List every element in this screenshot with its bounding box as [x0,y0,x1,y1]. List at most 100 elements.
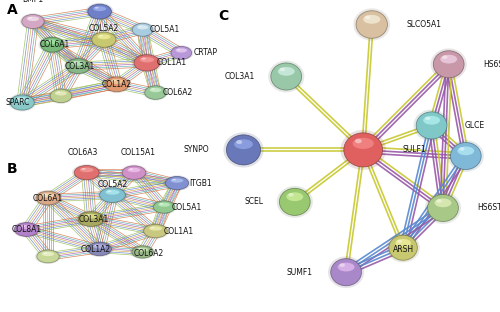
Ellipse shape [137,25,148,29]
Ellipse shape [112,80,116,81]
Ellipse shape [129,168,133,170]
Ellipse shape [458,146,474,155]
Ellipse shape [84,214,98,219]
Text: SCEL: SCEL [244,197,263,206]
Ellipse shape [386,233,420,262]
Text: COL3A1: COL3A1 [65,62,96,71]
Text: SPARC: SPARC [6,98,30,107]
Ellipse shape [99,35,103,37]
Ellipse shape [20,225,33,229]
Ellipse shape [226,135,260,165]
Ellipse shape [50,89,72,103]
Ellipse shape [278,67,294,76]
Ellipse shape [66,59,90,74]
Ellipse shape [27,17,39,21]
Ellipse shape [76,210,106,228]
Ellipse shape [355,139,362,143]
Ellipse shape [354,8,390,41]
Text: COL5A2: COL5A2 [89,24,119,33]
Ellipse shape [150,88,162,92]
Ellipse shape [107,190,112,192]
Ellipse shape [423,116,440,125]
Ellipse shape [142,223,170,239]
Ellipse shape [428,194,458,222]
Ellipse shape [436,199,442,203]
Ellipse shape [92,32,116,47]
Ellipse shape [40,37,64,52]
Ellipse shape [132,23,153,36]
Ellipse shape [38,36,66,53]
Ellipse shape [22,14,44,28]
Ellipse shape [134,55,160,71]
Ellipse shape [448,140,484,172]
Ellipse shape [8,94,36,111]
Ellipse shape [36,191,60,205]
Ellipse shape [122,166,146,179]
Ellipse shape [280,68,285,71]
Ellipse shape [143,85,168,100]
Text: COL5A1: COL5A1 [150,25,180,34]
Ellipse shape [154,201,175,213]
Text: COL15A1: COL15A1 [121,148,156,157]
Ellipse shape [88,4,112,19]
Ellipse shape [149,226,162,231]
Ellipse shape [430,48,467,80]
Text: A: A [7,3,18,17]
Ellipse shape [152,200,176,214]
Ellipse shape [236,140,242,144]
Ellipse shape [42,193,54,198]
Text: SLCO5A1: SLCO5A1 [406,20,442,29]
Ellipse shape [144,224,168,238]
Ellipse shape [46,39,59,44]
Ellipse shape [338,263,354,271]
Ellipse shape [28,17,32,19]
Ellipse shape [42,252,54,256]
Text: HS6ST1: HS6ST1 [478,203,500,212]
Ellipse shape [158,203,170,207]
Ellipse shape [16,97,29,102]
Ellipse shape [80,168,94,172]
Ellipse shape [288,193,294,197]
Ellipse shape [128,168,140,172]
Ellipse shape [48,88,74,104]
Ellipse shape [98,34,110,39]
Ellipse shape [145,86,166,100]
Ellipse shape [132,53,162,72]
Ellipse shape [150,227,154,228]
Ellipse shape [330,259,362,286]
Text: COL6A2: COL6A2 [134,249,164,258]
Ellipse shape [17,98,21,100]
Text: GLCE: GLCE [464,121,485,130]
Ellipse shape [460,147,464,151]
Ellipse shape [176,48,187,52]
Ellipse shape [56,91,60,93]
Ellipse shape [120,165,148,181]
Ellipse shape [103,76,130,93]
Ellipse shape [48,40,52,42]
Ellipse shape [434,51,464,78]
Text: COL3A1: COL3A1 [79,215,109,223]
Ellipse shape [64,57,92,75]
Ellipse shape [268,61,304,92]
Ellipse shape [142,57,146,60]
Ellipse shape [171,46,192,59]
Ellipse shape [90,31,118,49]
Text: CRTAP: CRTAP [194,48,218,57]
Ellipse shape [280,188,310,215]
Ellipse shape [166,177,188,190]
Ellipse shape [425,117,430,120]
Text: SUMF1: SUMF1 [287,268,313,277]
Text: C: C [218,9,228,23]
Text: COL6A2: COL6A2 [163,88,193,97]
Text: COL5A1: COL5A1 [172,202,202,212]
Ellipse shape [20,13,46,30]
Ellipse shape [414,110,450,141]
Ellipse shape [434,198,452,207]
Ellipse shape [416,112,447,139]
Ellipse shape [14,223,38,236]
Ellipse shape [130,245,155,259]
Ellipse shape [340,130,386,170]
Ellipse shape [352,138,374,149]
Ellipse shape [365,16,370,19]
Ellipse shape [170,178,183,183]
